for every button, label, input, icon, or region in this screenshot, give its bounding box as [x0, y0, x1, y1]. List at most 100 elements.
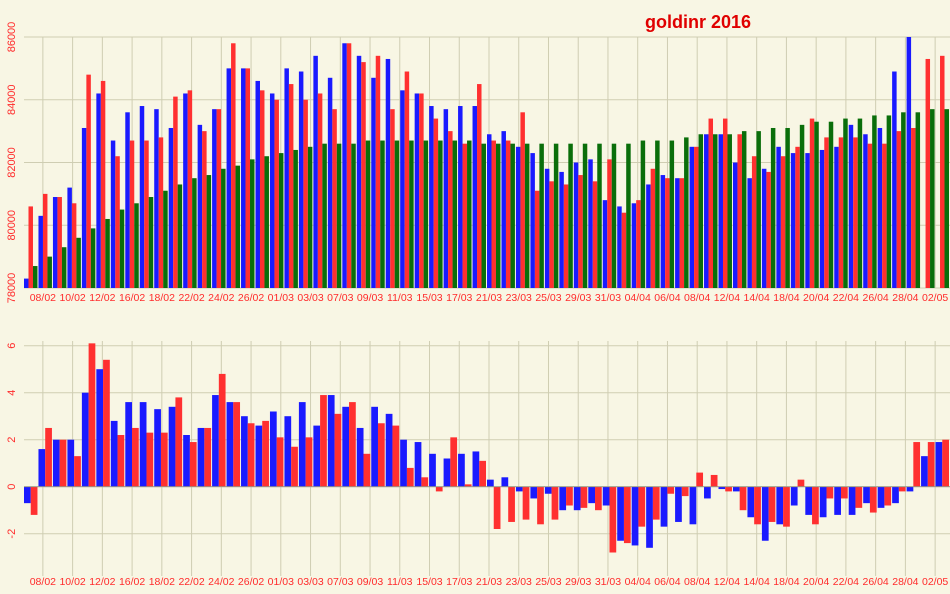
- red-bar: [609, 486, 617, 553]
- blue-bar: [559, 486, 567, 511]
- red-bar: [754, 486, 761, 525]
- red-bar: [751, 156, 757, 288]
- green-bar: [611, 143, 617, 288]
- x-tick-label: 18/02: [149, 292, 175, 304]
- blue-bar: [501, 477, 509, 487]
- blue-bar: [732, 162, 738, 288]
- red-bar: [346, 43, 352, 289]
- blue-bar: [602, 486, 610, 506]
- red-bar: [911, 127, 916, 288]
- green-bar: [843, 118, 848, 288]
- red-bar: [334, 413, 342, 487]
- red-bar: [392, 425, 400, 487]
- red-bar: [71, 203, 77, 288]
- red-bar: [927, 442, 935, 487]
- red-bar: [840, 486, 848, 499]
- green-bar: [799, 124, 805, 288]
- green-bar: [134, 203, 139, 288]
- red-bar: [173, 96, 178, 288]
- blue-bar: [515, 146, 521, 288]
- blue-bar: [327, 77, 333, 288]
- x-tick-label: 08/04: [684, 576, 710, 588]
- blue-bar: [24, 278, 29, 288]
- blue-bar: [487, 479, 494, 487]
- blue-bar: [269, 411, 277, 487]
- x-tick-label: 29/03: [565, 576, 591, 588]
- red-bar: [433, 118, 439, 288]
- blue-bar: [863, 486, 870, 504]
- blue-bar: [212, 395, 219, 487]
- green-bar: [669, 140, 675, 288]
- x-tick-label: 11/03: [387, 292, 413, 304]
- red-bar: [768, 486, 776, 522]
- blue-bar: [515, 486, 523, 492]
- y-tick-label: 84000: [6, 84, 18, 115]
- x-tick-label: 08/04: [684, 292, 710, 304]
- red-bar: [146, 432, 154, 487]
- red-bar: [679, 178, 685, 288]
- red-bar: [160, 432, 168, 487]
- blue-bar: [747, 178, 752, 288]
- red-bar: [621, 212, 627, 288]
- x-tick-label: 22/04: [833, 576, 859, 588]
- blue-bar: [255, 80, 260, 288]
- x-tick-label: 14/04: [744, 576, 770, 588]
- blue-bar: [400, 439, 407, 487]
- blue-bar: [371, 77, 376, 288]
- blue-bar: [718, 486, 726, 490]
- blue-bar: [935, 442, 943, 487]
- green-bar: [307, 146, 313, 288]
- green-bar: [814, 121, 819, 289]
- x-tick-label: 28/04: [892, 576, 918, 588]
- x-tick-label: 23/03: [506, 292, 532, 304]
- green-bar: [322, 143, 327, 288]
- red-bar: [421, 477, 429, 487]
- red-bar: [115, 156, 120, 288]
- x-tick-label: 21/03: [476, 576, 502, 588]
- red-bar: [667, 486, 675, 494]
- x-tick-label: 07/03: [327, 576, 353, 588]
- red-bar: [940, 55, 945, 289]
- blue-bar: [313, 55, 318, 289]
- x-tick-label: 08/02: [30, 576, 56, 588]
- y-tick-label: -2: [6, 529, 18, 539]
- green-bar: [380, 140, 385, 288]
- y-tick-label: 0: [6, 484, 18, 490]
- blue-bar: [776, 146, 781, 288]
- blue-bar: [790, 486, 798, 506]
- green-bar: [886, 115, 892, 288]
- blue-bar: [327, 395, 335, 487]
- red-bar: [377, 423, 385, 487]
- blue-bar: [530, 153, 535, 288]
- blue-bar: [877, 486, 885, 508]
- red-bar: [187, 90, 193, 289]
- blue-bar: [573, 162, 579, 288]
- y-tick-label: 82000: [6, 147, 18, 178]
- x-tick-label: 04/04: [625, 292, 651, 304]
- blue-bar: [110, 140, 116, 288]
- blue-bar: [139, 402, 147, 487]
- x-tick-label: 01/03: [268, 292, 294, 304]
- green-bar: [944, 109, 949, 288]
- blue-bar: [776, 486, 784, 525]
- blue-bar: [660, 486, 668, 527]
- x-tick-label: 08/02: [30, 292, 56, 304]
- x-tick-label: 06/04: [654, 576, 680, 588]
- blue-bar: [183, 93, 188, 288]
- red-bar: [650, 168, 656, 288]
- red-bar: [563, 184, 569, 288]
- red-bar: [158, 137, 164, 288]
- green-bar: [655, 140, 660, 288]
- green-bar: [785, 127, 790, 288]
- green-bar: [423, 140, 429, 288]
- green-bar: [524, 143, 530, 288]
- x-tick-label: 23/03: [506, 576, 532, 588]
- blue-bar: [183, 435, 190, 487]
- blue-bar: [168, 127, 174, 288]
- x-tick-label: 12/02: [89, 292, 115, 304]
- red-bar: [623, 486, 631, 544]
- red-bar: [652, 486, 660, 520]
- x-tick-label: 22/02: [178, 576, 204, 588]
- red-bar: [231, 43, 236, 289]
- green-bar: [264, 156, 269, 288]
